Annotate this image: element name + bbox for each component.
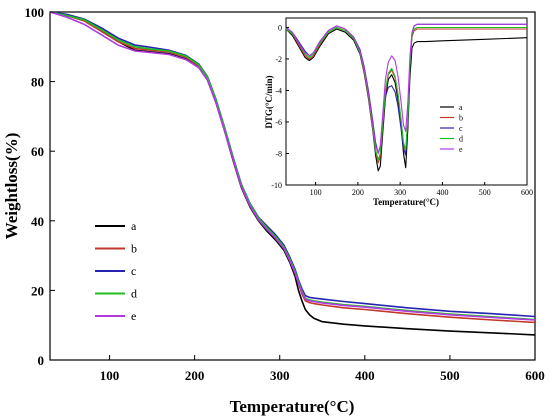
inset-y-tick-label: -6 — [275, 118, 282, 127]
inset-y-axis-label: DTG(°C/min) — [264, 75, 274, 128]
inset-y-axis: 0 -2 -4 -6 -8 -10 — [271, 23, 289, 190]
inset-legend-label-a: a — [459, 103, 463, 112]
main-y-axis: 0 20 40 60 80 100 — [25, 5, 55, 368]
main-y-axis-label: Weightloss(%) — [2, 133, 21, 240]
main-y-tick-label: 0 — [38, 353, 45, 368]
main-y-tick-label: 60 — [31, 144, 44, 159]
main-plot-frame — [49, 11, 536, 361]
inset-series-group — [285, 23, 528, 172]
inset-x-tick-label: 100 — [310, 188, 322, 197]
main-x-axis: 100 200 300 400 500 600 — [100, 355, 545, 383]
main-x-tick-label: 300 — [270, 368, 290, 383]
inset-x-tick-label: 300 — [394, 188, 406, 197]
inset-x-tick-label: 600 — [521, 188, 533, 197]
main-legend-label-c: c — [131, 264, 136, 278]
inset-y-tick-label: -4 — [275, 86, 282, 95]
inset-y-tick-label: -8 — [275, 149, 282, 158]
inset-x-axis: 100 200 300 400 500 600 — [310, 182, 533, 197]
main-legend-label-d: d — [131, 287, 137, 301]
inset-y-tick-label: -10 — [271, 181, 282, 190]
inset-y-tick-label: -2 — [275, 55, 282, 64]
main-tga-chart: 100 200 300 400 500 600 0 20 40 60 80 100 Temperat… — [2, 5, 545, 416]
main-legend-label-e: e — [131, 309, 136, 323]
inset-legend-label-b: b — [459, 114, 463, 123]
inset-x-axis-label: Temperature(°C) — [373, 197, 439, 207]
inset-dtg-chart: 100 200 300 400 500 600 0 -2 -4 -6 -8 -10 Temperat… — [264, 17, 533, 207]
main-y-tick-label: 100 — [25, 5, 45, 20]
main-x-tick-label: 200 — [185, 368, 205, 383]
main-y-tick-label: 20 — [31, 283, 44, 298]
main-y-tick-label: 40 — [31, 214, 44, 229]
main-x-tick-label: 400 — [355, 368, 375, 383]
inset-y-tick-label: 0 — [278, 23, 282, 32]
inset-plot-frame — [285, 17, 528, 186]
main-legend-label-b: b — [131, 242, 137, 256]
main-legend-label-a: a — [131, 219, 137, 233]
inset-x-tick-label: 200 — [352, 188, 364, 197]
main-x-axis-label: Temperature(°C) — [230, 397, 355, 416]
main-x-tick-label: 100 — [100, 368, 120, 383]
inset-series-e-line — [285, 23, 527, 155]
inset-x-tick-label: 400 — [436, 188, 448, 197]
main-y-tick-label: 80 — [31, 75, 44, 90]
main-x-tick-label: 500 — [440, 368, 460, 383]
inset-legend-label-e: e — [459, 145, 463, 154]
inset-legend-label-d: d — [459, 135, 463, 144]
inset-series-d-line — [285, 26, 527, 161]
main-series-c-line — [49, 11, 536, 318]
inset-x-tick-label: 500 — [479, 188, 491, 197]
main-series-e-line — [49, 11, 536, 321]
main-series-group — [49, 11, 536, 336]
main-x-tick-label: 600 — [525, 368, 545, 383]
inset-legend-label-c: c — [459, 124, 463, 133]
